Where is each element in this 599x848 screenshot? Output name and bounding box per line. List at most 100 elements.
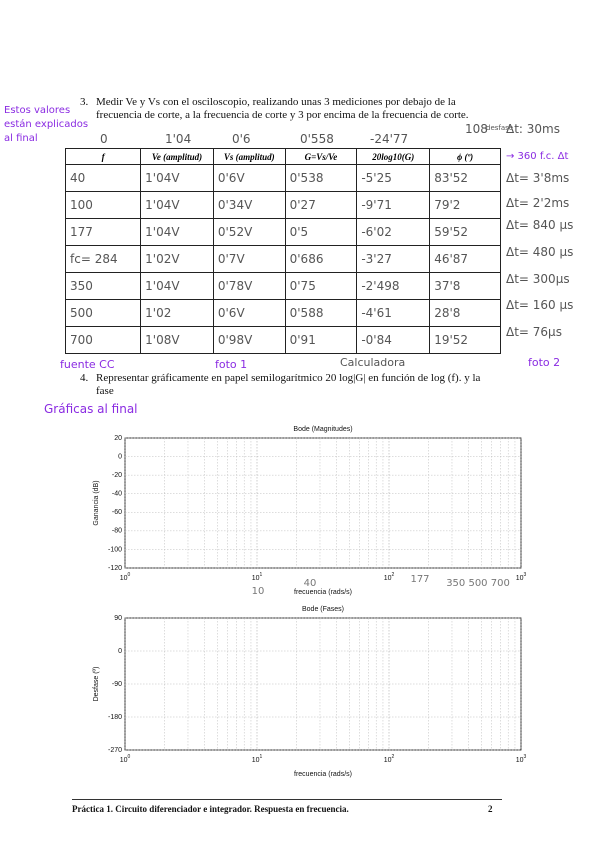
tick-exp: 2: [392, 754, 395, 760]
x-axis-label: frecuencia (rads/s): [294, 771, 352, 778]
x-tick-label: 102: [384, 572, 395, 582]
tick-exp: 0: [128, 754, 131, 760]
table-row: 350 1'04V 0'78V 0'75 -2'498 37'8: [64, 272, 501, 300]
note-below: Calculadora: [340, 356, 406, 369]
item-text: Medir Ve y Vs con el osciloscopio, reali…: [96, 96, 469, 121]
table-cell: 1'04V: [140, 164, 214, 192]
plot-area: [124, 437, 522, 569]
footer-text: Práctica 1. Circuito diferenciador e int…: [72, 804, 349, 814]
table-cell: 19'52: [429, 326, 501, 354]
y-axis-label: Desfase (º): [93, 667, 100, 702]
y-tick-label: -100: [108, 546, 122, 553]
note-right: Δt= 3'8ms: [506, 171, 570, 185]
x-tick-label: 103: [516, 572, 527, 582]
note-below: fuente CC: [60, 358, 115, 371]
x-tick-label: 100: [120, 572, 131, 582]
table-cell: -9'71: [356, 191, 431, 219]
table-cell: 1'04V: [140, 218, 214, 246]
tick-exp: 2: [392, 572, 395, 578]
table-cell: 0'34V: [212, 191, 286, 219]
note-top: 0'6: [232, 132, 251, 146]
table-cell: 1'04V: [140, 191, 214, 219]
y-tick-label: -120: [108, 565, 122, 572]
handwritten-x-note: 10: [252, 586, 265, 597]
note-top: 108: [465, 122, 488, 136]
y-tick-label: 0: [118, 648, 122, 655]
y-axis-label: Ganancia (dB): [93, 480, 100, 525]
tick-exp: 1: [260, 572, 263, 578]
item-number: 3.: [80, 96, 89, 108]
table-cell: -3'27: [356, 245, 431, 273]
table-cell: 1'02V: [140, 245, 214, 273]
table-cell: 1'08V: [140, 326, 214, 354]
plot-title: Bode (Magnitudes): [293, 426, 352, 433]
table-cell: 37'8: [429, 272, 501, 300]
note-right: Δt= 300μs: [506, 272, 570, 286]
y-tick-label: -90: [112, 681, 122, 688]
tick-base: 10: [384, 757, 392, 764]
tick-base: 10: [252, 575, 260, 582]
tick-base: 10: [384, 575, 392, 582]
y-tick-label: -60: [112, 509, 122, 516]
tick-base: 10: [516, 757, 524, 764]
note-phase: desfase: [486, 124, 514, 132]
y-tick-label: -270: [108, 747, 122, 754]
table-row: 500 1'02 0'6V 0'588 -4'61 28'8: [64, 299, 501, 327]
note-right: Δt= 480 μs: [506, 245, 574, 259]
graphs-note: Gráficas al final: [44, 402, 138, 416]
y-tick-label: 90: [114, 615, 122, 622]
table-cell: 0'686: [284, 245, 358, 273]
note-right: → 360 f.c. Δt: [506, 151, 569, 162]
y-tick-label: -80: [112, 528, 122, 535]
table-cell: 1'02: [140, 299, 214, 327]
table-cell: 700: [64, 326, 142, 354]
x-tick-label: 100: [120, 754, 131, 764]
tick-base: 10: [252, 757, 260, 764]
table-cell: 40: [64, 164, 142, 192]
note-below: foto 2: [528, 356, 561, 369]
table-cell: -6'02: [356, 218, 431, 246]
table-cell: -4'61: [356, 299, 431, 327]
table-row: 100 1'04V 0'34V 0'27 -9'71 79'2: [64, 191, 501, 219]
handwritten-x-note: 177: [410, 574, 429, 585]
tick-exp: 0: [128, 572, 131, 578]
table-row: fc= 284 1'02V 0'7V 0'686 -3'27 46'87: [64, 245, 501, 273]
table-cell: -2'498: [356, 272, 431, 300]
item-text: Representar gráficamente en papel semilo…: [96, 372, 481, 397]
y-tick-label: 20: [114, 435, 122, 442]
tick-exp: 1: [260, 754, 263, 760]
table-cell: 0'98V: [212, 326, 286, 354]
handwritten-x-note: 350 500 700: [446, 578, 510, 589]
tick-exp: 3: [524, 572, 527, 578]
note-right: Δt= 2'2ms: [506, 196, 570, 210]
table-row: 177 1'04V 0'52V 0'5 -6'02 59'52: [64, 218, 501, 246]
note-top: 0'558: [300, 132, 334, 146]
table-cell: -5'25: [356, 164, 431, 192]
note-right: Δt= 160 μs: [506, 298, 574, 312]
note-top: -24'77: [370, 132, 409, 146]
note-right: Δt= 76μs: [506, 325, 562, 339]
tick-exp: 3: [524, 754, 527, 760]
note-below: foto 1: [215, 358, 248, 371]
table-cell: 0'91: [284, 326, 358, 354]
y-tick-label: -180: [108, 714, 122, 721]
footer-rule: [72, 799, 502, 800]
data-table: f Ve (amplitud) Vs (amplitud) G=Vs/Ve 20log1…: [64, 148, 501, 354]
table-cell: 0'538: [284, 164, 358, 192]
tick-base: 10: [516, 575, 524, 582]
x-tick-label: 102: [384, 754, 395, 764]
x-axis-label: frecuencia (rads/s): [294, 589, 352, 596]
item-number: 4.: [80, 372, 89, 384]
note-top: 0: [100, 132, 108, 146]
x-tick-label: 101: [252, 572, 263, 582]
handwritten-x-note: 40: [304, 578, 317, 589]
table-cell: 0'78V: [212, 272, 286, 300]
x-tick-label: 103: [516, 754, 527, 764]
note-top: 1'04: [165, 132, 192, 146]
tick-base: 10: [120, 575, 128, 582]
tick-base: 10: [120, 757, 128, 764]
y-tick-label: 0: [118, 453, 122, 460]
plot-title: Bode (Fases): [302, 606, 344, 613]
